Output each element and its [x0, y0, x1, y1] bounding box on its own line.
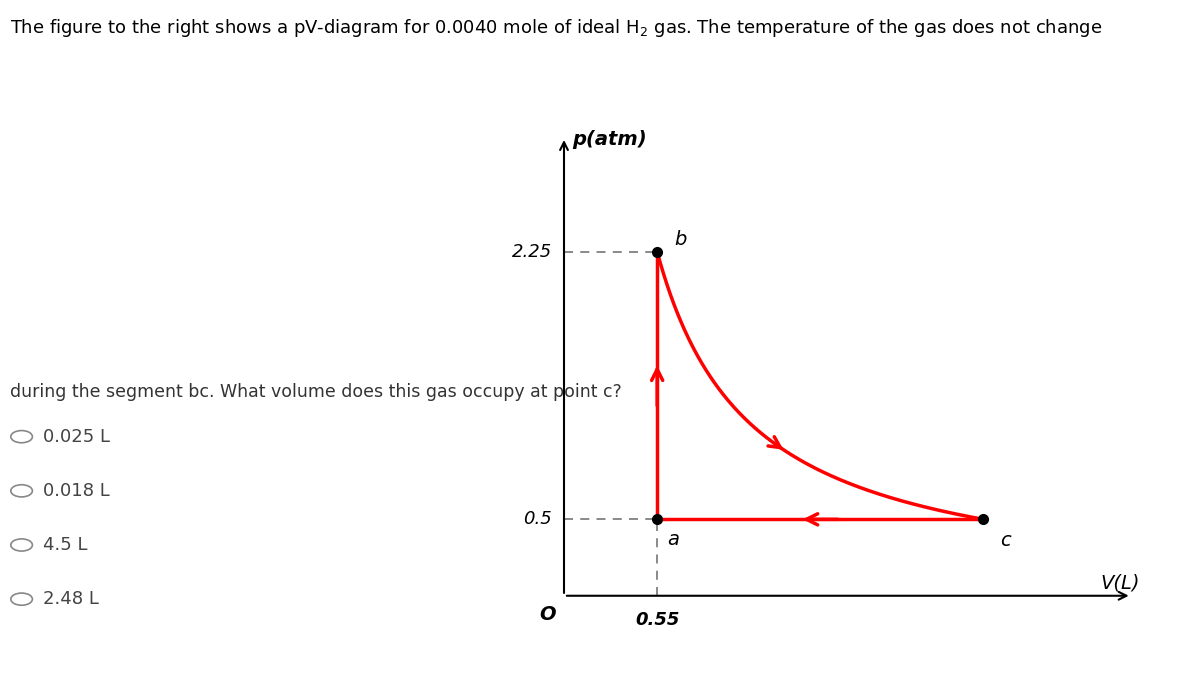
Text: 0.5: 0.5	[523, 510, 552, 528]
Text: O: O	[539, 605, 556, 624]
Text: c: c	[1001, 531, 1010, 550]
Text: 0.018 L: 0.018 L	[43, 482, 110, 500]
Text: 4.5 L: 4.5 L	[43, 536, 88, 554]
Text: The figure to the right shows a pV-diagram for 0.0040 mole of ideal H$_2$ gas. T: The figure to the right shows a pV-diagr…	[10, 17, 1102, 39]
Text: 2.48 L: 2.48 L	[43, 590, 100, 608]
Text: 0.55: 0.55	[635, 611, 679, 629]
Text: V(L): V(L)	[1100, 573, 1140, 592]
Text: a: a	[667, 529, 679, 548]
Text: 0.025 L: 0.025 L	[43, 428, 110, 445]
Text: p(atm): p(atm)	[572, 129, 647, 148]
Text: during the segment bc. What volume does this gas occupy at point c?: during the segment bc. What volume does …	[10, 383, 622, 401]
Text: 2.25: 2.25	[512, 243, 552, 261]
Text: b: b	[674, 230, 686, 249]
